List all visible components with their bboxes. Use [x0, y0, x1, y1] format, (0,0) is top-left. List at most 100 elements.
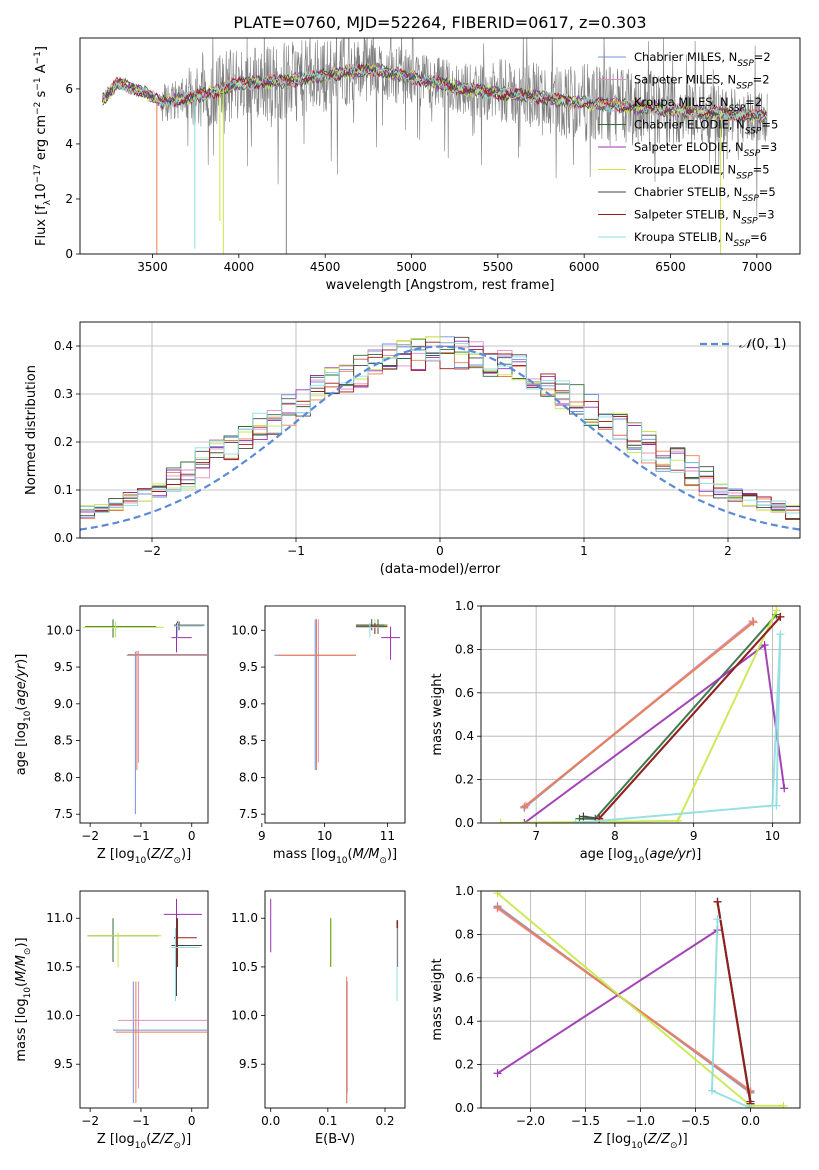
y-tick-label: 0.1 [54, 483, 73, 497]
y-tick-label: 10.5 [231, 960, 258, 974]
label-part: 10 [336, 856, 348, 866]
label-part: SSP [742, 194, 759, 204]
label-part: =5 [753, 163, 770, 177]
label-part: ⊙ [23, 948, 33, 956]
x-axis-label: mass [log10(M/M⊙)] [273, 847, 397, 866]
y-tick-label: 10.0 [231, 623, 258, 637]
x-tick-label: 0.0 [741, 1114, 760, 1128]
panel-weight_vs_Z: −2.0 −1.5 −1.0 −0.5 0.0 0.0 0.2 0.4 0.6 0.8 1.0 Z [… [430, 884, 801, 1151]
panel-residuals: −2 −1 0 1 2 0.0 0.1 0.2 0.3 0.4 (data-model)/error… [24, 321, 801, 577]
weight-marker [520, 802, 529, 811]
label-part: 10 [34, 183, 49, 200]
label-part: =2 [745, 95, 762, 109]
y-tick-label: 10.0 [46, 623, 73, 637]
y-axis-label: mass weight [430, 673, 445, 755]
y-tick-label: 9.5 [54, 1057, 73, 1071]
x-tick-label: 5500 [483, 260, 514, 274]
label-part: )] [14, 937, 29, 947]
x-axis-label: age [log10(age/yr)] [580, 847, 702, 866]
label-part: =6 [750, 230, 767, 244]
label-part: SSP [729, 104, 746, 114]
label-part: λ [43, 199, 53, 205]
y-tick-label: 0.4 [455, 1014, 474, 1028]
y-tick-label: 11.0 [46, 911, 73, 925]
label-part: SSP [736, 82, 753, 92]
weight-marker [708, 1086, 716, 1095]
weight-line [496, 929, 719, 1075]
axes-frame [79, 605, 209, 824]
y-tick-label: 4 [65, 137, 73, 151]
y-tick-label: 0.6 [455, 686, 474, 700]
label-part: −1 [33, 51, 43, 64]
label-part: −2 [33, 102, 43, 115]
label-part: age [log [580, 847, 633, 862]
legend-label: Chabrier STELIB, NSSP=5 [634, 185, 776, 204]
weight-marker [571, 819, 580, 823]
weight-line [575, 634, 782, 823]
label-part: =3 [758, 208, 775, 222]
x-tick-label: −1 [287, 544, 305, 558]
weight-marker [579, 812, 588, 821]
label-part: Chabrier STELIB, N [634, 185, 742, 199]
legend-label: Kroupa MILES, NSSP=2 [634, 95, 762, 114]
x-tick-label: 1 [580, 544, 588, 558]
x-tick-label: 10 [317, 829, 332, 843]
plot-area [102, 38, 768, 254]
x-tick-label: 2 [724, 544, 732, 558]
label-part: =2 [754, 50, 771, 64]
y-tick-label: 0.8 [455, 927, 474, 941]
plot-area [274, 619, 400, 771]
x-tick-label: 7000 [742, 260, 773, 274]
label-part: 10 [135, 1141, 147, 1151]
label-part: Chabrier ELODIE, N [634, 118, 745, 132]
weight-marker [749, 618, 758, 627]
label-part: wavelength [Angstrom, rest frame] [326, 278, 555, 293]
weight-marker [493, 891, 502, 898]
weight-line [716, 901, 752, 1104]
label-part: age/yr [14, 662, 29, 705]
weight-marker [760, 641, 769, 650]
y-tick-label: 0.4 [54, 339, 73, 353]
x-tick-label: 4500 [310, 260, 341, 274]
y-tick-label: 1.0 [455, 599, 474, 613]
weight-marker [772, 606, 781, 615]
label-part: ⊙ [173, 856, 181, 866]
label-part: )] [678, 1132, 688, 1147]
label-part: ⊙ [670, 1141, 678, 1151]
residual-histogram [80, 342, 800, 514]
axes-frame [480, 605, 801, 824]
label-part: mass [log [273, 847, 336, 862]
y-tick-label: 8.5 [54, 734, 73, 748]
label-part: SSP [736, 172, 753, 182]
y-tick-label: 0.0 [54, 531, 73, 545]
x-axis-label: (data-model)/error [380, 562, 501, 577]
weight-marker [496, 819, 505, 823]
gaussian-curve [80, 345, 800, 531]
label-part: )] [691, 847, 701, 862]
y-tick-label: 0.3 [54, 387, 73, 401]
panels: 3500 4000 4500 5000 5500 6000 6500 70000246wave… [14, 37, 801, 1151]
weight-marker [780, 784, 789, 793]
label-part: SSP [737, 59, 754, 69]
axes-frame [480, 890, 801, 1109]
x-tick-label: 0 [188, 829, 196, 843]
legend-label: Salpeter ELODIE, NSSP=3 [634, 140, 777, 159]
label-part: erg cm [34, 115, 49, 164]
weight-marker [713, 897, 722, 906]
y-tick-label: 9.5 [54, 660, 73, 674]
label-part: Z [log [593, 1132, 631, 1147]
label-part: SSP [745, 127, 762, 137]
label-part: =5 [759, 185, 776, 199]
model-spectrum [102, 63, 767, 123]
x-tick-label: −1 [132, 829, 150, 843]
label-part: ] [34, 46, 49, 51]
x-tick-label: 0.2 [375, 1114, 394, 1128]
weight-marker [746, 1104, 755, 1108]
x-tick-label: −1.5 [571, 1114, 600, 1128]
legend-label: 𝒩(0, 1) [739, 337, 786, 352]
x-tick-label: 11 [380, 829, 395, 843]
x-tick-label: 0 [188, 1114, 196, 1128]
label-part: Kroupa MILES, N [634, 95, 729, 109]
